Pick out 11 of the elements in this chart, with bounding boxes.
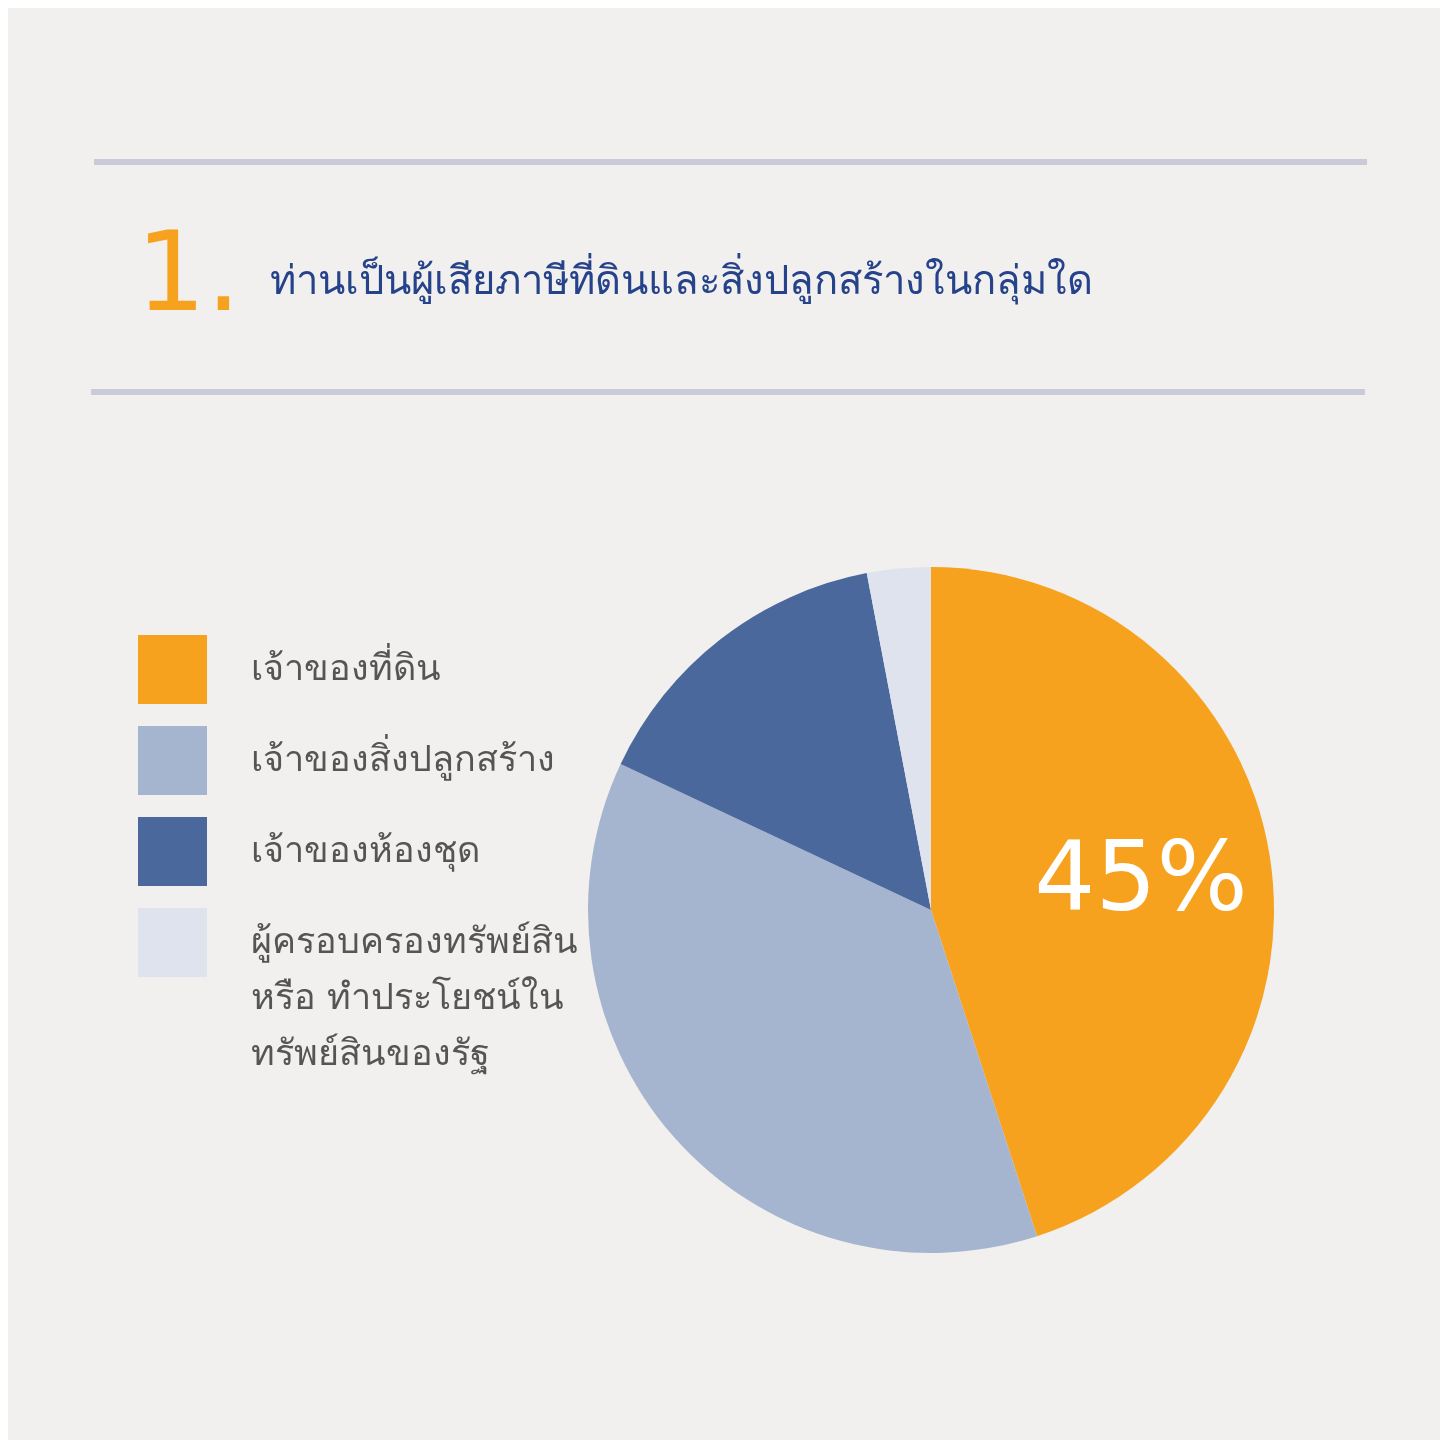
pie-slice [620,573,931,910]
pie-slice [866,567,931,910]
text: 1. [136,208,241,336]
legend-label: เจ้าของสิ่งปลูกสร้าง [251,733,556,783]
legend-label: เจ้าของที่ดิน [251,642,442,690]
legend-label: เจ้าของห้องชุด [251,828,481,874]
chart-title: ท่านเป็นผู้เสียภาษีที่ดินและสิ่งปลูกสร้างในกลุ่มใด [270,252,1093,307]
legend-label: ผู้ครอบครองทรัพย์สิน หรือ ทำประโยชน์ในทรัพย์สินของรัฐ [251,919,578,1077]
pie-slice [588,763,1037,1253]
data-label: 45% [1034,820,1248,933]
pie-slice [931,567,1274,1237]
